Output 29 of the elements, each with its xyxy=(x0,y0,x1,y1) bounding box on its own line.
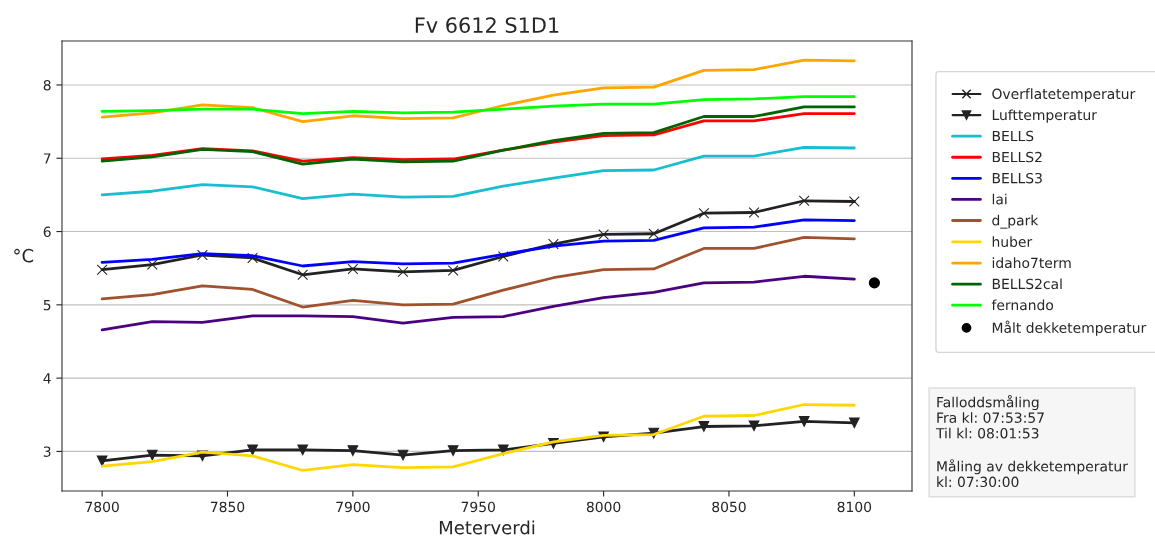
legend-label: d_park xyxy=(992,214,1039,229)
y-tick-label: 5 xyxy=(43,299,51,311)
text: Falloddsmåling Fra kl: 07:53:57 Til kl: 08:01:53 Måling av dekketemperatur kl: 07:30:00 xyxy=(935,395,1128,488)
legend-label: fernando xyxy=(991,299,1054,311)
y-tick-label: 7 xyxy=(43,153,51,164)
y-tick-label: 8 xyxy=(43,79,51,91)
chart-title: Fv 6612 S1D1 xyxy=(415,17,559,33)
x-tick-label: 7850 xyxy=(210,501,245,513)
legend-label: BELLS xyxy=(992,130,1034,142)
y-tick-label: 4 xyxy=(43,373,51,384)
x-tick-label: 8050 xyxy=(712,501,746,513)
legend-label: Overflatetemperatur xyxy=(992,88,1136,102)
legend-label: idaho7term xyxy=(992,257,1071,269)
y-tick-label: 6 xyxy=(43,226,51,238)
legend-label: huber xyxy=(992,236,1033,248)
legend-label: BELLS3 xyxy=(992,172,1042,184)
legend-label: BELLS2 xyxy=(992,151,1042,163)
x-tick-label: 8000 xyxy=(586,501,621,513)
y-tick-label: 3 xyxy=(43,446,51,457)
x-tick-label: 8100 xyxy=(837,501,872,513)
legend-label: lai xyxy=(992,193,1007,205)
y-axis-title: °C xyxy=(14,248,34,263)
legend-label: Lufttemperatur xyxy=(992,109,1097,123)
x-tick-label: 7900 xyxy=(336,501,370,513)
legend-label: BELLS2cal xyxy=(992,278,1062,290)
x-axis-title: Meterverdi xyxy=(439,520,535,535)
x-tick-label: 7950 xyxy=(461,501,495,513)
legend-label: Målt dekketemperatur xyxy=(992,320,1147,336)
x-tick-label: 7800 xyxy=(85,501,119,513)
